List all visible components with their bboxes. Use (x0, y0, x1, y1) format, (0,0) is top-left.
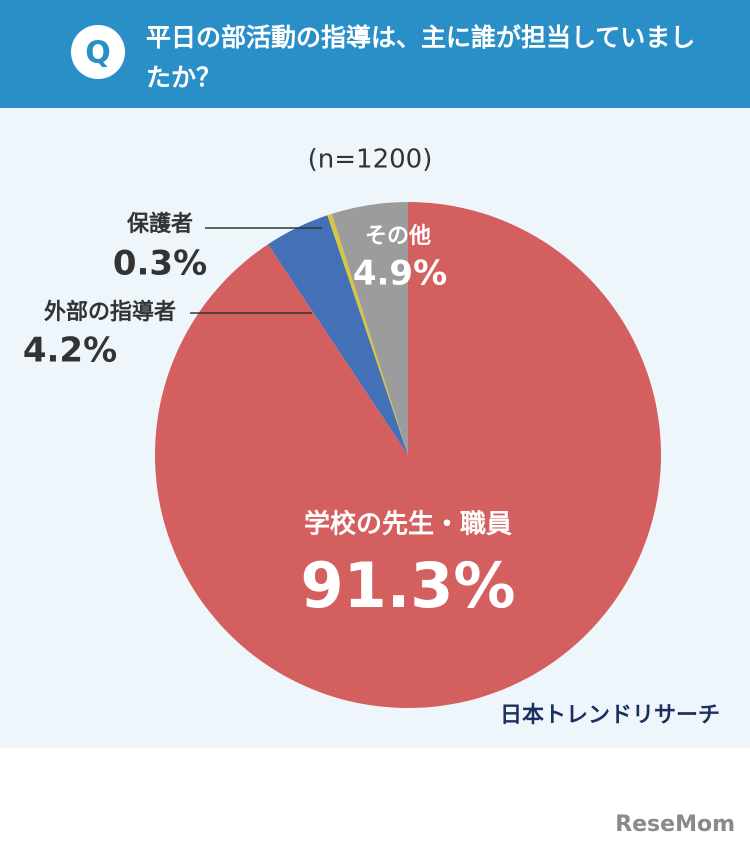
slice-label: 外部の指導者 (44, 299, 176, 325)
q-badge-text: Q (85, 36, 111, 71)
value-label: 4.9% (353, 254, 447, 294)
pie-slice (331, 202, 408, 455)
value-label: 91.3% (300, 549, 515, 622)
question: 平日の部活動の指導は、主に誰が担当していましたか？ (146, 23, 696, 92)
slice-label: 保護者 (126, 211, 193, 237)
q-badge (71, 25, 125, 79)
pie (155, 202, 661, 708)
pie-slice (327, 213, 408, 455)
header-band (0, 0, 750, 108)
pie-slice (267, 215, 408, 455)
slice-label: 学校の先生・職員 (304, 509, 512, 540)
source: 日本トレンドリサーチ (500, 703, 720, 728)
chart-subtitle: (n=1200) (308, 145, 433, 175)
value-label: 4.2% (23, 331, 117, 371)
value-label: 0.3% (113, 244, 207, 284)
slice-label: その他 (365, 224, 431, 249)
watermark: ReseMom (615, 812, 735, 837)
